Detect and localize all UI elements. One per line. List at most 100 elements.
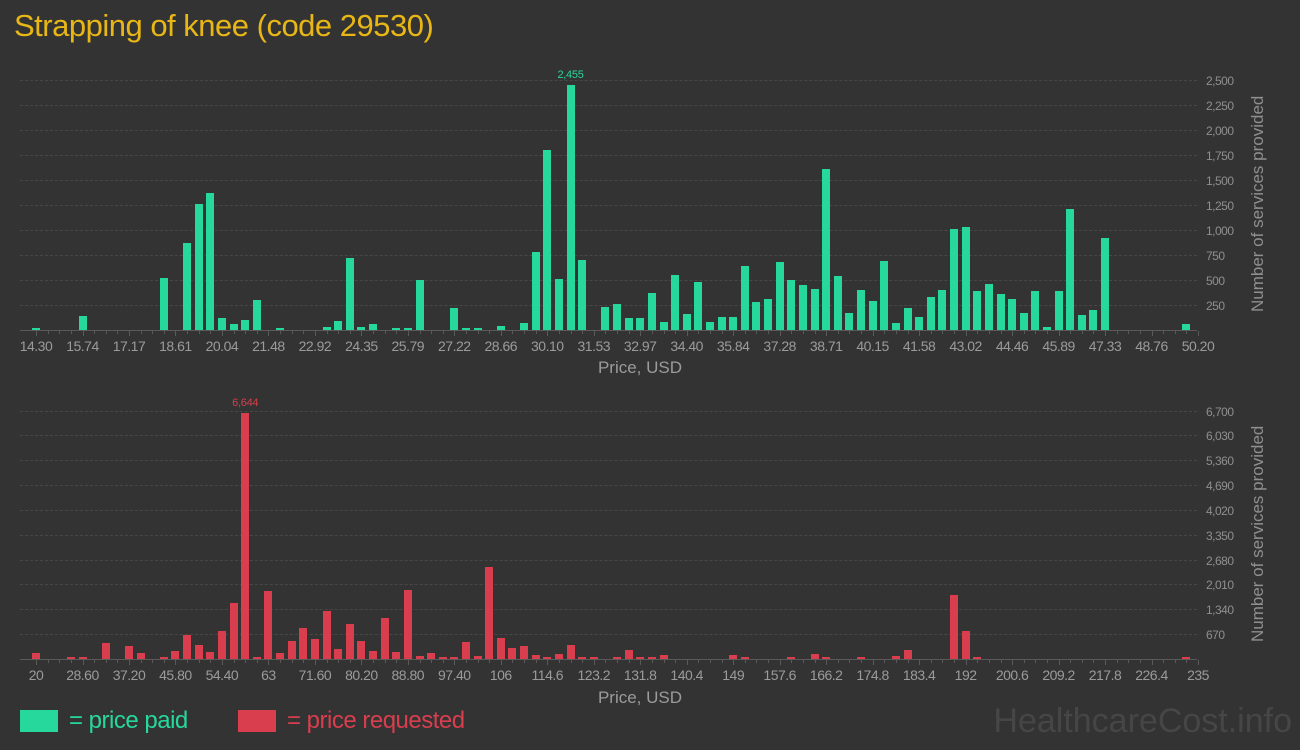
histogram-bar[interactable] [868, 300, 877, 330]
histogram-bar[interactable] [938, 290, 947, 330]
histogram-bar[interactable] [729, 316, 738, 330]
histogram-bar[interactable] [520, 323, 528, 330]
histogram-bar[interactable] [183, 634, 192, 659]
histogram-bar[interactable] [450, 657, 459, 659]
histogram-bar[interactable] [403, 327, 412, 330]
histogram-bar[interactable] [78, 656, 87, 659]
histogram-bar[interactable] [276, 327, 284, 330]
histogram-bar[interactable] [566, 645, 575, 659]
histogram-bar[interactable] [578, 260, 587, 330]
histogram-bar[interactable] [624, 318, 633, 330]
histogram-bar[interactable] [1182, 323, 1191, 330]
histogram-bar[interactable] [1182, 657, 1191, 659]
histogram-bar[interactable] [822, 169, 831, 330]
histogram-bar[interactable] [241, 320, 250, 330]
histogram-bar[interactable] [1101, 238, 1109, 330]
histogram-bar[interactable] [473, 328, 482, 330]
legend-item-price-requested[interactable]: = price requested [238, 707, 465, 735]
histogram-bar[interactable] [380, 618, 389, 659]
histogram-bar[interactable] [671, 275, 680, 330]
histogram-bar[interactable] [950, 229, 958, 330]
histogram-bar[interactable] [357, 640, 366, 659]
histogram-bar[interactable] [961, 631, 970, 659]
histogram-bar[interactable] [496, 637, 505, 659]
histogram-bar[interactable] [101, 642, 110, 659]
histogram-bar[interactable] [624, 650, 633, 659]
histogram-bar[interactable] [66, 657, 75, 659]
histogram-bar[interactable] [252, 300, 261, 330]
histogram-bar[interactable] [1054, 291, 1063, 330]
histogram-bar[interactable] [903, 650, 912, 659]
histogram-bar[interactable] [194, 204, 203, 330]
histogram-bar[interactable] [647, 293, 656, 330]
histogram-bar[interactable] [659, 654, 668, 659]
histogram-bar[interactable] [950, 594, 958, 659]
histogram-bar[interactable] [1089, 310, 1098, 330]
histogram-bar[interactable] [287, 641, 296, 659]
histogram-bar[interactable] [694, 282, 703, 330]
histogram-bar[interactable] [241, 412, 250, 659]
histogram-bar[interactable] [554, 654, 563, 659]
histogram-bar[interactable] [613, 657, 621, 659]
histogram-bar[interactable] [1008, 298, 1017, 330]
histogram-bar[interactable] [973, 657, 982, 659]
histogram-bar[interactable] [520, 646, 528, 659]
histogram-bar[interactable] [345, 258, 354, 330]
histogram-bar[interactable] [787, 279, 796, 330]
histogram-bar[interactable] [1042, 326, 1051, 330]
histogram-bar[interactable] [554, 279, 563, 330]
histogram-bar[interactable] [798, 285, 807, 330]
histogram-bar[interactable] [473, 655, 482, 659]
histogram-bar[interactable] [601, 307, 610, 330]
histogram-bar[interactable] [787, 657, 796, 659]
histogram-bar[interactable] [717, 317, 726, 330]
histogram-bar[interactable] [636, 657, 645, 659]
histogram-bar[interactable] [915, 317, 924, 330]
histogram-bar[interactable] [926, 296, 935, 330]
histogram-bar[interactable] [647, 656, 656, 659]
histogram-bar[interactable] [415, 656, 424, 659]
histogram-bar[interactable] [810, 654, 819, 659]
histogram-bar[interactable] [961, 227, 970, 330]
histogram-bar[interactable] [775, 262, 784, 330]
histogram-bar[interactable] [159, 278, 168, 330]
histogram-bar[interactable] [903, 308, 912, 330]
histogram-bar[interactable] [264, 590, 273, 659]
histogram-bar[interactable] [508, 647, 517, 659]
histogram-bar[interactable] [729, 655, 738, 659]
histogram-bar[interactable] [740, 656, 749, 659]
histogram-bar[interactable] [485, 566, 494, 659]
histogram-bar[interactable] [636, 318, 645, 330]
histogram-bar[interactable] [589, 657, 598, 659]
histogram-bar[interactable] [252, 656, 261, 659]
histogram-bar[interactable] [183, 243, 192, 330]
histogram-bar[interactable] [740, 266, 749, 330]
histogram-bar[interactable] [171, 651, 180, 659]
histogram-bar[interactable] [136, 652, 145, 659]
histogram-bar[interactable] [392, 328, 401, 330]
histogram-bar[interactable] [891, 655, 900, 659]
histogram-bar[interactable] [229, 603, 238, 659]
histogram-bar[interactable] [403, 590, 412, 659]
histogram-bar[interactable] [32, 653, 40, 659]
histogram-bar[interactable] [531, 252, 540, 330]
histogram-bar[interactable] [461, 328, 470, 330]
histogram-bar[interactable] [531, 654, 540, 659]
histogram-bar[interactable] [543, 657, 552, 659]
histogram-bar[interactable] [450, 308, 459, 330]
histogram-bar[interactable] [217, 631, 226, 659]
watermark-link[interactable]: HealthcareCost.info [993, 702, 1292, 740]
histogram-bar[interactable] [369, 324, 377, 330]
histogram-bar[interactable] [659, 322, 668, 330]
histogram-bar[interactable] [322, 327, 331, 330]
histogram-bar[interactable] [857, 290, 865, 330]
histogram-bar[interactable] [415, 280, 424, 330]
histogram-bar[interactable] [438, 656, 447, 659]
histogram-bar[interactable] [543, 150, 552, 330]
histogram-bar[interactable] [357, 327, 366, 330]
histogram-bar[interactable] [461, 642, 470, 659]
histogram-bar[interactable] [345, 623, 354, 659]
histogram-bar[interactable] [822, 657, 831, 659]
histogram-bar[interactable] [857, 657, 865, 659]
histogram-bar[interactable] [217, 318, 226, 330]
